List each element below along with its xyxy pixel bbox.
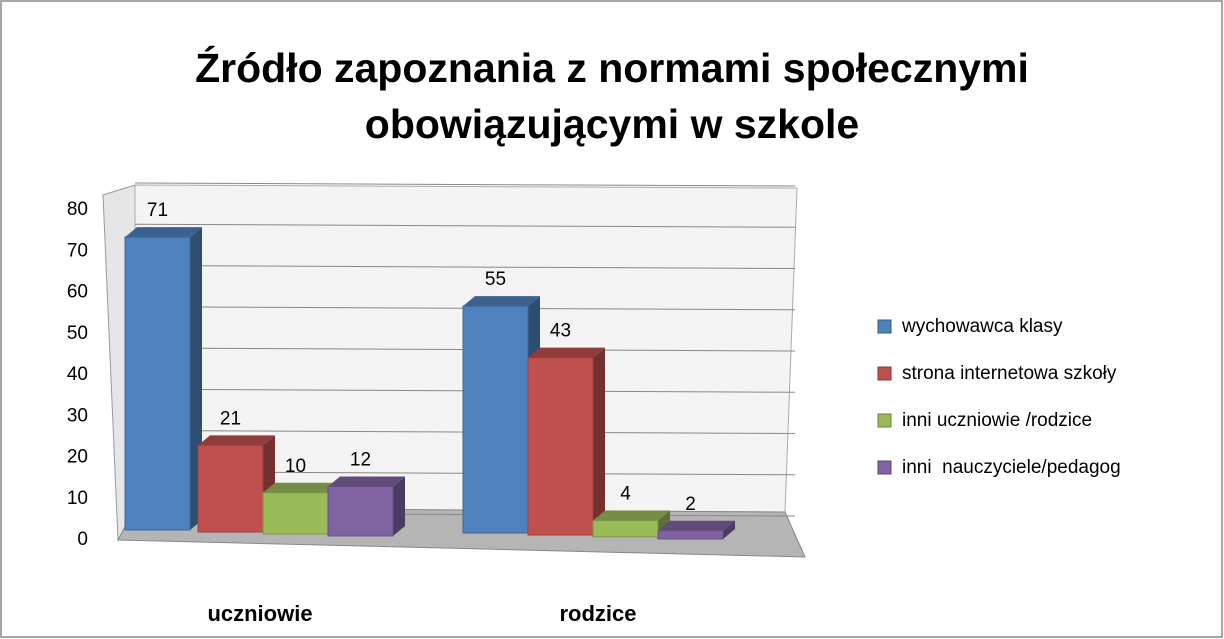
bar-top <box>263 482 340 493</box>
legend-label: strona internetowa szkoły <box>902 363 1117 384</box>
bar-side <box>723 520 735 539</box>
y-tick-label: 30 <box>67 405 88 426</box>
bar <box>527 357 594 536</box>
y-tick-label: 40 <box>67 364 88 385</box>
data-label: 71 <box>147 200 168 221</box>
data-label: 43 <box>550 321 571 342</box>
bar <box>592 520 659 538</box>
chart-title: Źródło zapoznania z normami społecznymi … <box>195 45 1029 147</box>
legend-label: wychowawca klasy <box>901 316 1063 337</box>
legend-swatch <box>877 366 892 381</box>
y-tick-label: 80 <box>67 199 88 220</box>
y-tick-label: 20 <box>67 447 88 468</box>
legend-swatch <box>877 319 892 334</box>
bar-top <box>125 227 202 238</box>
legend-label: inni uczniowie /rodzice <box>902 410 1092 431</box>
bar-top <box>593 510 670 521</box>
bar-top <box>658 520 735 531</box>
bar <box>327 486 394 537</box>
bar-top <box>528 347 605 358</box>
y-tick-label: 70 <box>67 240 88 261</box>
data-label: 4 <box>620 484 631 505</box>
x-tick-label: uczniowie <box>207 601 312 626</box>
y-tick-label: 50 <box>67 323 88 344</box>
data-label: 55 <box>485 269 506 290</box>
bar-side <box>593 347 605 535</box>
data-label: 21 <box>220 408 241 429</box>
data-label: 10 <box>285 456 306 477</box>
y-tick-label: 60 <box>67 282 88 303</box>
bar <box>124 236 191 531</box>
grid-line <box>134 182 796 187</box>
grid-line <box>134 265 796 269</box>
data-label: 12 <box>350 450 371 471</box>
bar-top <box>463 296 540 307</box>
legend-label: inni nauczyciele/pedagog <box>902 457 1121 478</box>
bar-side <box>393 476 405 536</box>
legend-swatch <box>877 460 892 475</box>
grid-line <box>134 223 796 228</box>
bar <box>462 305 529 534</box>
bar <box>657 530 724 540</box>
y-tick-label: 0 <box>77 529 88 550</box>
data-label: 2 <box>685 494 696 515</box>
y-tick-label: 10 <box>67 488 88 509</box>
bar-top <box>328 476 405 487</box>
bar <box>197 444 264 533</box>
legend-swatch <box>877 413 892 428</box>
bar-top <box>198 435 275 446</box>
bar <box>262 492 329 535</box>
x-tick-label: rodzice <box>559 601 636 626</box>
